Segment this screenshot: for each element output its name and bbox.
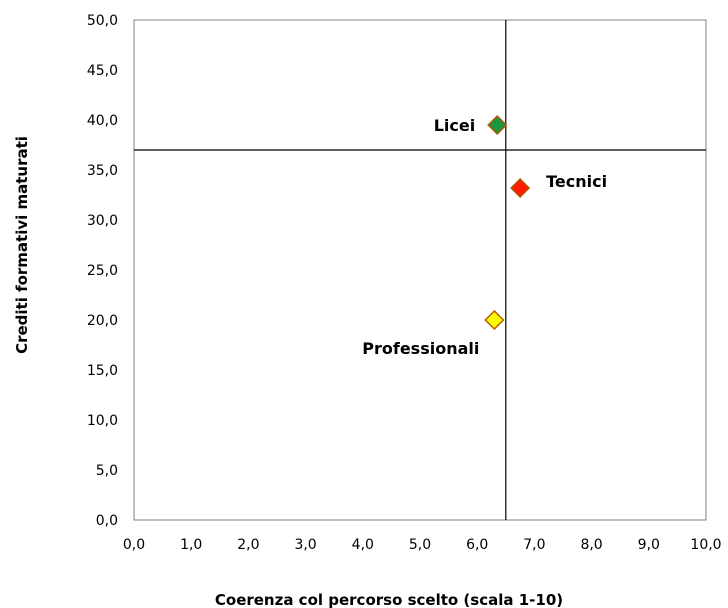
data-point-tecnici xyxy=(510,177,531,199)
plot-area xyxy=(133,19,707,521)
x-tick-label: 8,0 xyxy=(580,537,602,553)
point-label-professionali: Professionali xyxy=(362,339,479,358)
y-axis-title: Crediti formativi maturati xyxy=(13,136,31,354)
reference-lines xyxy=(134,20,706,520)
y-tick-label: 30,0 xyxy=(87,213,118,229)
x-axis-title: Coerenza col percorso scelto (scala 1-10… xyxy=(215,591,563,608)
x-tick-label: 6,0 xyxy=(466,537,488,553)
y-tick-label: 35,0 xyxy=(87,163,118,179)
point-label-tecnici: Tecnici xyxy=(546,172,607,191)
x-tick-label: 1,0 xyxy=(180,537,202,553)
x-tick-label: 7,0 xyxy=(523,537,545,553)
x-tick-label: 0,0 xyxy=(123,537,145,553)
y-axis-ticks: 0,0 5,0 10,0 15,0 20,0 25,0 30,0 35,0 40,0 45,0 50… xyxy=(87,13,118,529)
y-tick-label: 50,0 xyxy=(87,13,118,29)
y-tick-label: 15,0 xyxy=(87,363,118,379)
x-tick-label: 10,0 xyxy=(690,537,721,553)
point-labels: Licei Tecnici Professionali xyxy=(362,116,607,358)
x-tick-label: 3,0 xyxy=(294,537,316,553)
x-tick-label: 5,0 xyxy=(409,537,431,553)
point-label-licei: Licei xyxy=(434,116,476,135)
y-tick-label: 25,0 xyxy=(87,263,118,279)
data-point-professionali xyxy=(484,309,505,331)
y-tick-label: 10,0 xyxy=(87,413,118,429)
x-tick-label: 9,0 xyxy=(638,537,660,553)
x-axis-ticks: 0,0 1,0 2,0 3,0 4,0 5,0 6,0 7,0 8,0 9,0 10,0 xyxy=(123,537,722,553)
data-points xyxy=(484,114,531,331)
y-tick-label: 45,0 xyxy=(87,63,118,79)
y-tick-label: 0,0 xyxy=(96,513,118,529)
y-tick-label: 5,0 xyxy=(96,463,118,479)
y-tick-label: 20,0 xyxy=(87,313,118,329)
x-tick-label: 4,0 xyxy=(352,537,374,553)
x-tick-label: 2,0 xyxy=(237,537,259,553)
y-tick-label: 40,0 xyxy=(87,113,118,129)
data-point-licei xyxy=(487,114,508,136)
